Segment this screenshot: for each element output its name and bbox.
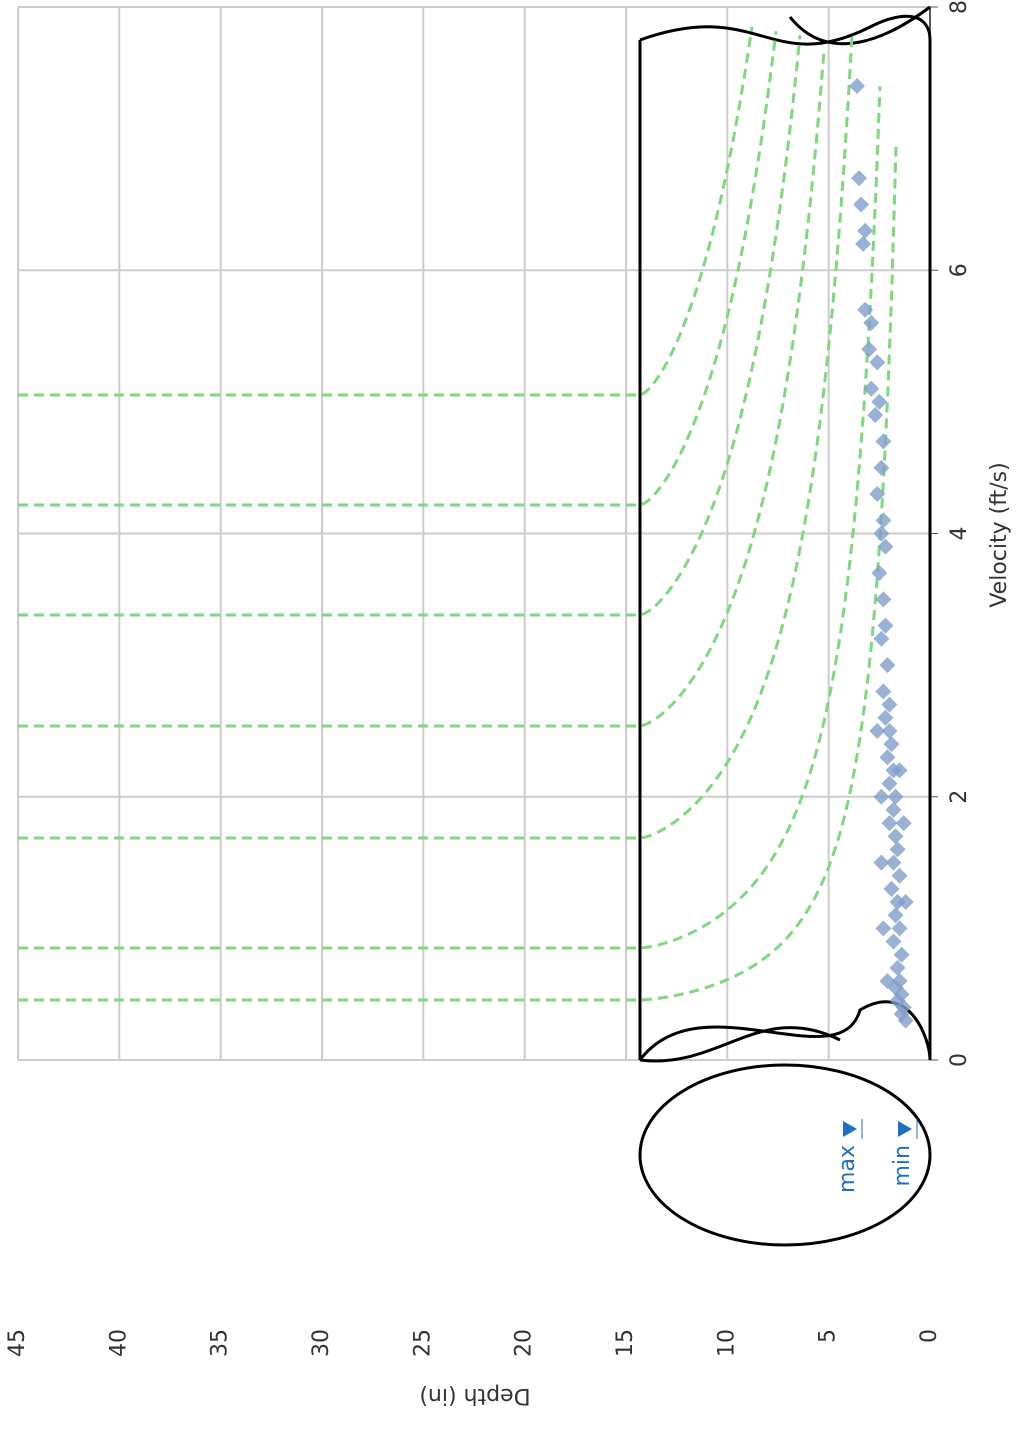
scatter-point (873, 854, 890, 871)
flow-curve (18, 31, 778, 507)
scatter-point (869, 722, 886, 739)
y-tick-label: 15 (613, 1329, 638, 1357)
scatter-point (889, 959, 906, 976)
scatter-point (875, 591, 892, 608)
scatter-point (885, 854, 902, 871)
scatter-point (895, 815, 912, 832)
scatter-point (861, 341, 878, 358)
y-axis-title: Depth (in) (419, 1383, 530, 1408)
scatter-point (875, 512, 892, 529)
scatter-point (873, 788, 890, 805)
pipe-section (638, 1063, 932, 1247)
scatter-point (871, 393, 888, 410)
scatter-point (881, 815, 898, 832)
scatter-point (881, 696, 898, 713)
scatter-point (863, 314, 880, 331)
scatter-point (893, 986, 910, 1003)
chart-frame: Depth (in) Velocity (ft/s) max min 0 5 10 1… (5, 0, 1012, 1408)
flow-curve (18, 146, 898, 1002)
scatter-point (855, 235, 872, 252)
scatter-point (881, 722, 898, 739)
flow-curve (18, 35, 854, 840)
scatter-point (885, 801, 902, 818)
scatter-point (877, 709, 894, 726)
y-tick-label: 30 (309, 1329, 334, 1357)
scatter-point (875, 920, 892, 937)
annotation: min (890, 1145, 915, 1187)
y-tick-label: 10 (714, 1329, 739, 1357)
scatter-point (867, 407, 884, 424)
pipe-end (638, 1000, 932, 1063)
x-tick-label: 8 (947, 0, 972, 14)
pipe-end (639, 5, 932, 46)
scatter-point (869, 486, 886, 503)
y-tick-label: 0 (917, 1329, 942, 1343)
flow-curve (18, 26, 754, 397)
x-tick-label: 4 (947, 527, 972, 541)
scatter-point (883, 736, 900, 753)
x-axis-title: Velocity (ft/s) (987, 462, 1012, 607)
scatter-point (883, 880, 900, 897)
scatter-point (873, 630, 890, 647)
y-tick-label: 5 (816, 1329, 841, 1343)
scatter-point (891, 920, 908, 937)
scatter-point (863, 380, 880, 397)
scatter-point (889, 894, 906, 911)
scatter-point (897, 894, 914, 911)
flow-curve (18, 86, 882, 950)
scatter-point (881, 775, 898, 792)
scatter-point (887, 788, 904, 805)
scatter-point (879, 749, 896, 766)
scatter-point (893, 1005, 910, 1022)
scatter-point (857, 301, 874, 318)
scatter-point (891, 867, 908, 884)
scatter-point (851, 170, 868, 187)
y-tick-label: 45 (5, 1329, 30, 1357)
scatter-point (895, 999, 912, 1016)
scatter-point (887, 907, 904, 924)
annotation: max (835, 1145, 860, 1193)
scatter-point (889, 841, 906, 858)
scatter-point (877, 617, 894, 634)
scatter-point (879, 657, 896, 674)
scatter-point (885, 933, 902, 950)
x-tick-label: 0 (947, 1053, 972, 1067)
x-tick-label: 2 (947, 790, 972, 804)
y-tick-label: 20 (512, 1329, 537, 1357)
scatter-point (893, 946, 910, 963)
scatter-point (853, 196, 870, 213)
scatter-point (873, 525, 890, 542)
min-marker (898, 1121, 912, 1137)
scatter-point (849, 77, 866, 94)
y-tick-label: 35 (208, 1329, 233, 1357)
scatter-point (891, 762, 908, 779)
scatter-point (857, 222, 874, 239)
scatter-point (875, 433, 892, 450)
flow-curve (18, 35, 802, 617)
max-marker (843, 1121, 857, 1137)
scatter-point (873, 459, 890, 476)
scatter-point (875, 683, 892, 700)
y-tick-label: 40 (106, 1329, 131, 1357)
scatter-point (871, 564, 888, 581)
scatter-point (887, 828, 904, 845)
y-tick-label: 25 (410, 1329, 435, 1357)
scatter-point (877, 538, 894, 555)
flow-curve (18, 50, 826, 728)
x-tick-label: 6 (947, 263, 972, 277)
scatter-point (869, 354, 886, 371)
